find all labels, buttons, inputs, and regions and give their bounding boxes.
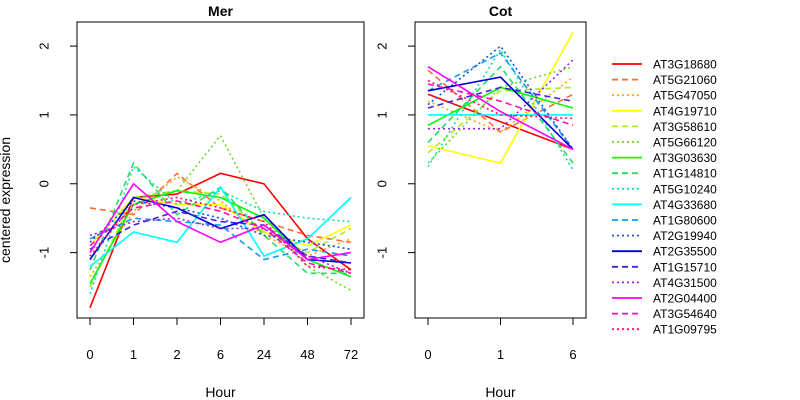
panel-mer: Mer 0 1 2 6 24 48 72 -1 0 1 2 Hour [37, 3, 365, 400]
legend-item: AT5G47050 [612, 89, 717, 103]
y-tick-label: 1 [37, 111, 52, 118]
legend-label: AT5G66120 [653, 136, 717, 150]
series-line-at5g10240 [89, 165, 352, 295]
x-tick-label: 48 [300, 347, 314, 362]
y-tick-label: 0 [375, 180, 390, 187]
legend-label: AT5G21060 [653, 73, 717, 87]
legend-item: AT2G19940 [612, 229, 717, 243]
y-tick-label: 1 [375, 111, 390, 118]
legend-label: AT4G33680 [653, 198, 717, 212]
series-line-at1g15710 [427, 86, 574, 109]
legend-label: AT1G15710 [653, 260, 717, 274]
y-tick-label: 2 [37, 42, 52, 49]
legend-label: AT3G18680 [653, 58, 717, 72]
y-tick-label: -1 [37, 247, 52, 259]
legend-item: AT5G21060 [612, 73, 717, 87]
legend-item: AT4G31500 [612, 276, 717, 290]
legend-item: AT3G03630 [612, 151, 717, 165]
series-line-at1g09795 [89, 196, 352, 271]
x-axis-label: Hour [205, 384, 236, 400]
series-line-at5g47050 [427, 76, 574, 134]
legend-item: AT2G35500 [612, 245, 717, 259]
legend-item: AT3G58610 [612, 120, 717, 134]
legend-item: AT4G33680 [612, 198, 717, 212]
legend-label: AT3G03630 [653, 151, 717, 165]
y-tick-label: 0 [37, 180, 52, 187]
series-line-at4g31500 [89, 217, 352, 275]
series-line-at3g18680 [89, 172, 352, 308]
series-line-at2g04400 [427, 66, 574, 151]
x-tick-label: 6 [217, 347, 224, 362]
panel-title: Cot [489, 3, 513, 19]
x-axis-label: Hour [485, 384, 516, 400]
series-line-at1g80600 [89, 217, 352, 261]
legend-label: AT3G58610 [653, 120, 717, 134]
series-line-at2g19940 [427, 44, 574, 150]
x-tick-label: 6 [569, 347, 576, 362]
series-line-at5g66120 [427, 65, 574, 164]
x-tick-label: 1 [130, 347, 137, 362]
series-line-at3g54640 [89, 200, 352, 275]
legend-label: AT1G14810 [653, 167, 717, 181]
series-line-at1g14810 [427, 65, 574, 164]
chart-panels: Mer 0 1 2 6 24 48 72 -1 0 1 2 Hour Cot 0 1 6 -1 0 1 2 Hour [37, 3, 587, 400]
series-line-at3g58610 [427, 86, 574, 154]
series-line-at5g10240 [427, 47, 574, 171]
legend-item: AT1G15710 [612, 260, 717, 274]
series-line-at4g33680 [89, 185, 352, 268]
series-line-at3g18680 [427, 93, 574, 151]
y-axis-label: centered expression [0, 137, 13, 263]
x-tick-label: 0 [86, 347, 93, 362]
legend-label: AT2G19940 [653, 229, 717, 243]
x-tick-label: 24 [257, 347, 271, 362]
x-tick-label: 1 [497, 347, 504, 362]
legend-label: AT3G54640 [653, 307, 717, 321]
legend-label: AT4G31500 [653, 276, 717, 290]
y-tick-label: 2 [375, 42, 390, 49]
series-line-at4g19710 [427, 31, 574, 165]
legend-label: AT5G10240 [653, 182, 717, 196]
legend-label: AT1G80600 [653, 214, 717, 228]
series-line-at5g21060 [89, 172, 352, 244]
x-tick-label: 72 [344, 347, 358, 362]
x-tick-label: 0 [424, 347, 431, 362]
panel-title: Mer [208, 3, 233, 19]
series-line-at5g21060 [427, 69, 574, 134]
legend-item: AT2G04400 [612, 292, 717, 306]
legend-item: AT3G54640 [612, 307, 717, 321]
series-line-at1g15710 [89, 210, 352, 264]
series-line-at3g54640 [427, 83, 574, 127]
legend-item: AT5G10240 [612, 182, 717, 196]
legend-item: AT1G80600 [612, 214, 717, 228]
y-tick-label: -1 [375, 247, 390, 259]
legend-label: AT4G19710 [653, 104, 717, 118]
panel-cot: Cot 0 1 6 -1 0 1 2 Hour [375, 3, 587, 400]
legend-label: AT2G04400 [653, 292, 717, 306]
series-line-at2g04400 [89, 182, 352, 261]
legend-item: AT3G18680 [612, 58, 717, 72]
series-line-at2g35500 [427, 76, 574, 150]
legend-label: AT2G35500 [653, 245, 717, 259]
legend-item: AT1G09795 [612, 323, 717, 337]
legend-label: AT5G47050 [653, 89, 717, 103]
series-line-at1g09795 [427, 79, 574, 120]
series-line-at3g58610 [89, 189, 352, 288]
legend-label: AT1G09795 [653, 323, 717, 337]
legend-item: AT4G19710 [612, 104, 717, 118]
x-tick-label: 2 [173, 347, 180, 362]
legend-item: AT1G14810 [612, 167, 717, 181]
legend-item: AT5G66120 [612, 136, 717, 150]
